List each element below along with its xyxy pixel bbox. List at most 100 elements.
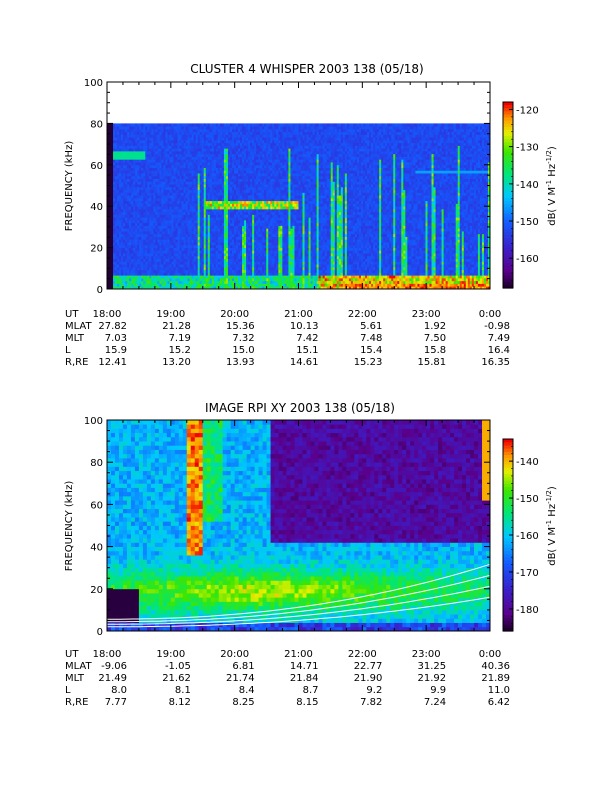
heatmap-cell bbox=[179, 148, 182, 152]
heatmap-cell bbox=[133, 189, 136, 193]
heatmap-cell bbox=[119, 277, 122, 282]
heatmap-cell bbox=[177, 206, 180, 210]
heatmap-cell bbox=[107, 286, 110, 290]
heatmap-cell bbox=[193, 167, 197, 171]
heatmap-cell bbox=[187, 173, 191, 177]
heatmap-cell bbox=[125, 220, 128, 224]
heatmap-cell bbox=[185, 228, 189, 232]
heatmap-cell bbox=[123, 153, 126, 157]
heatmap-cell bbox=[167, 148, 170, 152]
heatmap-cell bbox=[183, 123, 187, 127]
heatmap-cell bbox=[139, 266, 142, 271]
heatmap-cell bbox=[169, 244, 172, 248]
heatmap-cell bbox=[197, 236, 201, 240]
heatmap-cell bbox=[117, 217, 120, 221]
heatmap-cell bbox=[165, 286, 168, 290]
heatmap-cell bbox=[175, 173, 178, 177]
heatmap-cell bbox=[107, 178, 110, 182]
heatmap-cell bbox=[165, 236, 168, 240]
heatmap-cell bbox=[191, 142, 195, 146]
heatmap-cell bbox=[197, 253, 201, 257]
heatmap-cell bbox=[187, 184, 191, 188]
heatmap-cell bbox=[145, 164, 148, 168]
heatmap-cell bbox=[109, 250, 112, 254]
heatmap-cell bbox=[115, 264, 118, 268]
heatmap-cell bbox=[111, 167, 114, 171]
heatmap-cell bbox=[167, 236, 170, 240]
heatmap-cell bbox=[137, 148, 140, 152]
heatmap-cell bbox=[193, 283, 197, 287]
heatmap-cell bbox=[169, 228, 172, 232]
heatmap-cell bbox=[111, 131, 114, 135]
heatmap-cell bbox=[143, 186, 146, 191]
heatmap-cell bbox=[147, 255, 150, 260]
heatmap-cell bbox=[157, 126, 160, 130]
heatmap-cell bbox=[181, 275, 184, 279]
heatmap-cell bbox=[193, 231, 197, 235]
heatmap-cell bbox=[147, 214, 150, 218]
heatmap-cell bbox=[159, 264, 162, 268]
heatmap-cell bbox=[163, 261, 166, 265]
heatmap-cell bbox=[119, 272, 122, 276]
heatmap-cell bbox=[157, 208, 160, 213]
heatmap-cell bbox=[139, 203, 142, 207]
heatmap-cell bbox=[165, 173, 168, 177]
heatmap-cell bbox=[191, 153, 195, 157]
heatmap-cell bbox=[163, 217, 166, 221]
heatmap-cell bbox=[145, 225, 148, 229]
heatmap-cell bbox=[161, 195, 164, 199]
heatmap-cell bbox=[191, 236, 195, 240]
heatmap-cell bbox=[177, 208, 180, 213]
heatmap-cell bbox=[141, 231, 144, 235]
heatmap-cell bbox=[131, 228, 134, 232]
heatmap-cell bbox=[169, 153, 172, 157]
heatmap-cell bbox=[123, 156, 126, 160]
heatmap-cell bbox=[119, 128, 122, 133]
heatmap-cell bbox=[109, 264, 112, 268]
heatmap-cell bbox=[125, 175, 128, 179]
heatmap-cell bbox=[121, 239, 124, 243]
heatmap-cell bbox=[185, 175, 189, 179]
heatmap-cell bbox=[135, 214, 138, 218]
heatmap-cell bbox=[135, 195, 138, 199]
heatmap-cell bbox=[131, 231, 134, 235]
heatmap-cell bbox=[169, 272, 172, 276]
heatmap-cell bbox=[183, 148, 187, 152]
heatmap-cell bbox=[121, 164, 124, 168]
heatmap-cell bbox=[143, 280, 146, 284]
heatmap-cell bbox=[163, 186, 166, 191]
heatmap-cell bbox=[183, 178, 187, 182]
heatmap-cell bbox=[157, 200, 160, 204]
heatmap-cell bbox=[145, 203, 148, 207]
heatmap-cell bbox=[185, 170, 189, 174]
heatmap-cell bbox=[141, 189, 144, 193]
heatmap-cell bbox=[193, 126, 197, 130]
heatmap-cell bbox=[113, 280, 116, 284]
heatmap-cell bbox=[121, 208, 124, 213]
heatmap-cell bbox=[163, 220, 166, 224]
heatmap-cell bbox=[163, 203, 166, 207]
heatmap-cell bbox=[127, 159, 130, 163]
heatmap-cell bbox=[183, 264, 187, 268]
heatmap-cell bbox=[151, 164, 154, 168]
heatmap-cell bbox=[109, 137, 112, 141]
heatmap-cell bbox=[151, 214, 154, 218]
heatmap-cell bbox=[183, 164, 187, 168]
heatmap-cell bbox=[171, 208, 174, 213]
heatmap-cell bbox=[175, 123, 178, 127]
heatmap-cell bbox=[123, 206, 126, 210]
heatmap-cell bbox=[161, 283, 164, 287]
heatmap-cell bbox=[149, 236, 152, 240]
heatmap-cell bbox=[181, 197, 184, 202]
heatmap-cell bbox=[139, 277, 142, 282]
heatmap-cell bbox=[195, 277, 199, 282]
heatmap-cell bbox=[145, 247, 148, 251]
heatmap-cell bbox=[195, 203, 199, 207]
heatmap-cell bbox=[187, 148, 191, 152]
heatmap-cell bbox=[137, 277, 140, 282]
heatmap-cell bbox=[125, 250, 128, 254]
heatmap-cell bbox=[151, 167, 154, 171]
heatmap-cell bbox=[153, 126, 156, 130]
heatmap-cell bbox=[115, 131, 118, 135]
heatmap-cell bbox=[143, 239, 146, 243]
